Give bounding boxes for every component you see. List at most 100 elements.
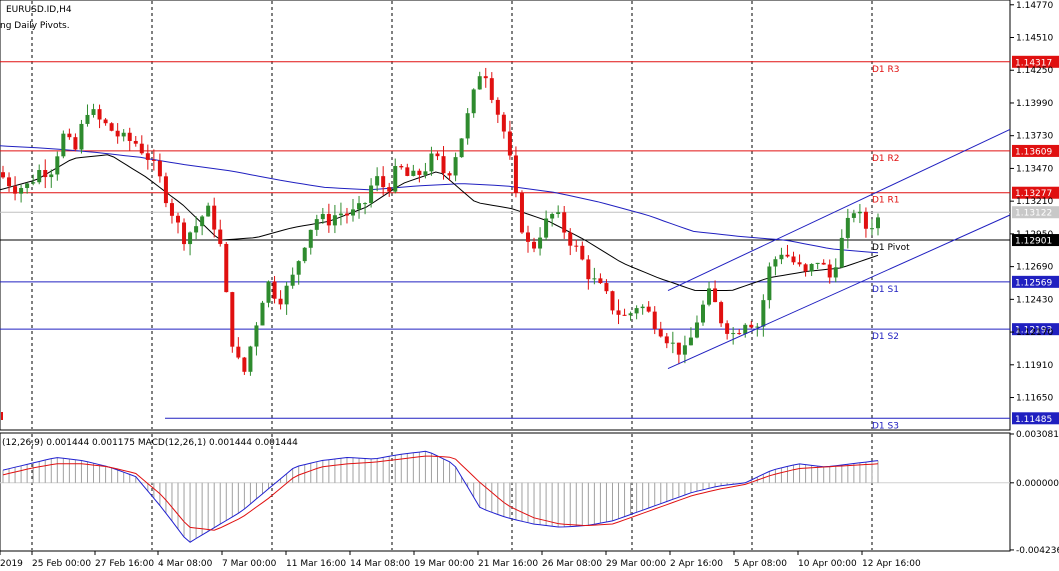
candle-body bbox=[55, 156, 60, 175]
price-badge-label: 1.13609 bbox=[1015, 147, 1052, 157]
candle-body bbox=[127, 132, 132, 141]
candle-body bbox=[755, 326, 760, 328]
candle-body bbox=[351, 209, 355, 216]
candle-body bbox=[296, 261, 301, 275]
candle-body bbox=[103, 119, 108, 124]
candle-body bbox=[694, 322, 699, 338]
candle-body bbox=[302, 247, 307, 262]
channel-lower-line[interactable] bbox=[667, 214, 1011, 370]
candle-body bbox=[224, 243, 229, 293]
price-badge bbox=[1012, 234, 1059, 247]
candle-body bbox=[43, 170, 48, 178]
channel-upper-line[interactable] bbox=[667, 128, 1011, 291]
candle-body bbox=[809, 263, 814, 272]
price-badge bbox=[1012, 412, 1059, 425]
candle-body bbox=[869, 228, 874, 230]
candle-body bbox=[876, 217, 880, 229]
candle-body bbox=[260, 302, 265, 326]
candle-body bbox=[7, 177, 12, 187]
candle-body bbox=[489, 78, 494, 100]
price-tick-label: 1.13990 bbox=[1016, 99, 1053, 109]
candle-body bbox=[610, 291, 615, 311]
time-tick-label: 5 Apr 08:00 bbox=[734, 559, 787, 569]
time-tick-label: 27 Feb 16:00 bbox=[95, 559, 154, 569]
price-badge bbox=[1012, 55, 1059, 68]
pivot-level-name: D1 S1 bbox=[872, 285, 899, 295]
symbol-label: EURUSD.ID,H4 bbox=[6, 5, 72, 15]
candle-body bbox=[815, 262, 820, 264]
price-tick-label: 1.12430 bbox=[1016, 295, 1053, 305]
candle-body bbox=[423, 171, 428, 175]
candle-body bbox=[477, 76, 482, 90]
current-price-badge bbox=[1012, 206, 1059, 219]
candle-body bbox=[405, 167, 410, 176]
candle-body bbox=[779, 254, 784, 260]
candle-body bbox=[387, 187, 392, 192]
candle-body bbox=[507, 131, 512, 156]
time-tick-label: 14 Mar 08:00 bbox=[350, 559, 410, 569]
candle-body bbox=[429, 153, 434, 172]
pivot-levels: D1 R3 D1 R2 D1 R1 D1 Pivot D1 S1 D1 S2 D1 S3 bbox=[0, 61, 1010, 431]
time-tick-label: 19 Mar 00:00 bbox=[414, 559, 474, 569]
price-tick-label: 1.12170 bbox=[1016, 328, 1053, 338]
candle-body bbox=[857, 211, 862, 214]
trend-channel[interactable] bbox=[667, 128, 1011, 370]
candle-body bbox=[236, 346, 241, 358]
candle-body bbox=[320, 213, 325, 220]
candle-body bbox=[79, 123, 84, 150]
candle-body bbox=[550, 214, 555, 219]
candle-body bbox=[121, 132, 126, 137]
candle-body bbox=[61, 133, 66, 157]
time-tick-label: 4 Mar 08:00 bbox=[158, 559, 213, 569]
candle-body bbox=[863, 211, 868, 229]
candle-body bbox=[200, 216, 205, 227]
candle-body bbox=[375, 176, 380, 186]
macd-main-line bbox=[2, 450, 879, 543]
price-badge bbox=[1012, 275, 1059, 288]
candle-body bbox=[332, 215, 337, 226]
candle-body bbox=[827, 264, 832, 278]
candle-body bbox=[749, 324, 754, 328]
candle-body bbox=[719, 302, 724, 324]
candle-body bbox=[151, 159, 156, 161]
candle-body bbox=[538, 237, 543, 249]
candle-body bbox=[188, 232, 193, 245]
candle-body bbox=[411, 170, 416, 176]
candle-body bbox=[821, 262, 826, 265]
candle-body bbox=[767, 266, 772, 301]
candle-body bbox=[773, 259, 778, 267]
candle-body bbox=[707, 288, 712, 305]
candle-body bbox=[212, 205, 217, 230]
candle-body bbox=[791, 256, 796, 263]
time-tick-label: 2 Apr 16:00 bbox=[670, 559, 723, 569]
price-tick-label: 1.13210 bbox=[1016, 197, 1053, 207]
candle-body bbox=[266, 281, 271, 303]
candle-body bbox=[284, 285, 289, 305]
candle-body bbox=[839, 237, 844, 268]
candle-body bbox=[13, 186, 18, 194]
candle-body bbox=[737, 333, 742, 335]
candle-body bbox=[176, 215, 180, 223]
candle-body bbox=[194, 226, 199, 233]
candle-body bbox=[272, 281, 277, 299]
candle-body bbox=[532, 241, 537, 249]
candle-body bbox=[785, 254, 790, 257]
candle-body bbox=[182, 222, 187, 245]
candle-body bbox=[556, 212, 561, 215]
candle-body bbox=[544, 218, 549, 238]
candle-body bbox=[157, 160, 162, 177]
candle-body bbox=[483, 76, 488, 79]
candle-body bbox=[459, 138, 464, 158]
candle-body bbox=[1, 172, 5, 178]
candle-body bbox=[622, 314, 627, 316]
candle-body bbox=[634, 308, 639, 314]
time-tick-label: 11 Mar 16:00 bbox=[286, 559, 346, 569]
candle-body bbox=[616, 310, 621, 315]
time-tick-label: 2019 bbox=[0, 559, 23, 569]
candle-body bbox=[731, 333, 736, 335]
candle-body bbox=[145, 153, 150, 160]
candle-body bbox=[344, 213, 349, 216]
candle-body bbox=[25, 183, 30, 189]
pivot-level-name: D1 R1 bbox=[872, 196, 900, 206]
